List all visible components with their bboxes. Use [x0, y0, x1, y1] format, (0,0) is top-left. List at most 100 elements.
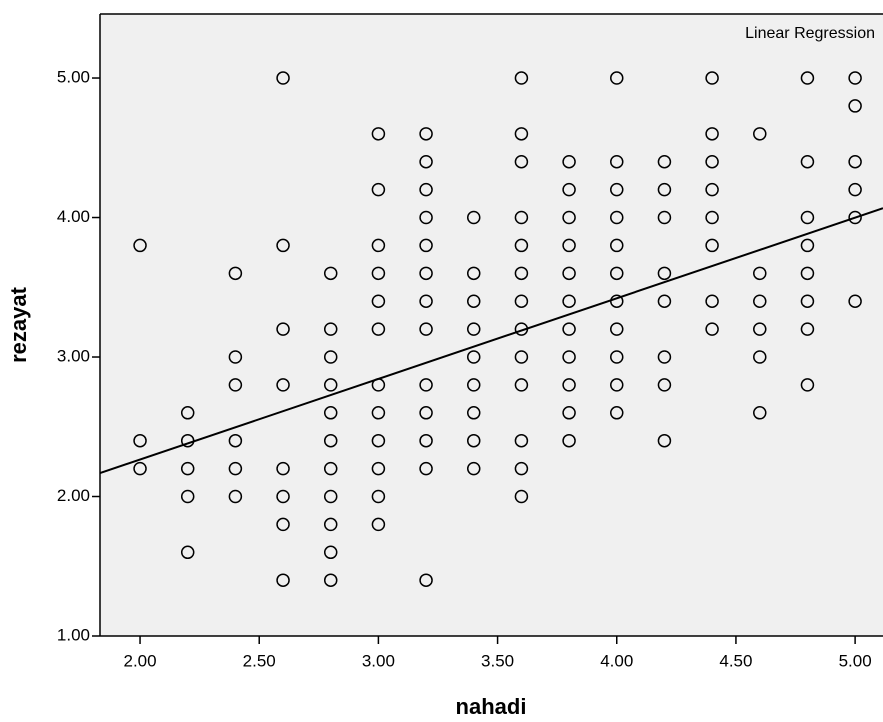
point: [466, 350, 481, 364]
point: [323, 350, 338, 364]
point: [610, 182, 624, 197]
point: [419, 322, 433, 336]
point: [276, 71, 290, 85]
point: [371, 182, 386, 197]
point: [514, 350, 529, 364]
point: [562, 406, 576, 420]
point: [514, 71, 529, 85]
point: [323, 322, 338, 336]
x-tick-label: 5.00: [839, 651, 872, 670]
point: [514, 127, 529, 141]
point: [466, 461, 481, 476]
point: [180, 545, 195, 560]
point: [562, 182, 576, 197]
point: [419, 127, 433, 141]
point: [657, 266, 672, 281]
plot-area: [99, 71, 883, 587]
regression-line: [99, 207, 883, 475]
point: [705, 127, 719, 141]
point: [371, 294, 386, 308]
point: [753, 266, 767, 281]
point: [276, 461, 290, 476]
point: [514, 378, 529, 392]
y-tick-label: 3.00: [57, 346, 90, 365]
x-tick-label: 2.00: [123, 651, 156, 670]
point: [800, 154, 815, 169]
point: [610, 322, 624, 336]
point: [705, 154, 719, 169]
point: [562, 378, 576, 392]
point: [419, 266, 433, 281]
point: [610, 71, 624, 85]
x-tick-label: 3.00: [362, 651, 395, 670]
point: [514, 210, 529, 225]
point: [800, 378, 815, 392]
point: [562, 154, 576, 169]
point: [562, 238, 576, 253]
point: [848, 294, 862, 308]
point: [705, 182, 719, 197]
point: [562, 322, 576, 336]
point: [562, 350, 576, 364]
point: [753, 350, 767, 364]
point: [371, 238, 386, 253]
y-tick-label: 2.00: [57, 486, 90, 505]
point: [562, 433, 576, 448]
point: [848, 182, 862, 197]
point: [753, 294, 767, 308]
y-tick-label: 5.00: [57, 68, 90, 87]
point: [610, 154, 624, 169]
point: [133, 461, 147, 476]
point: [610, 210, 624, 225]
point: [753, 322, 767, 336]
point: [419, 294, 433, 308]
point: [800, 71, 815, 85]
point: [657, 154, 672, 169]
point: [133, 238, 147, 253]
point: [610, 406, 624, 420]
point: [657, 378, 672, 392]
point: [562, 210, 576, 225]
point: [180, 406, 195, 420]
point: [323, 378, 338, 392]
point: [610, 266, 624, 281]
point: [705, 322, 719, 336]
point: [323, 266, 338, 281]
point: [657, 433, 672, 448]
point: [800, 238, 815, 253]
y-tick-label: 4.00: [57, 207, 90, 226]
point: [276, 238, 290, 253]
point: [228, 489, 243, 504]
y-axis-title: rezayat: [6, 286, 31, 363]
x-axis-title: nahadi: [456, 694, 527, 719]
point: [419, 210, 433, 225]
point: [562, 294, 576, 308]
x-tick-label: 4.50: [719, 651, 752, 670]
point: [228, 433, 243, 448]
point: [657, 350, 672, 364]
point: [848, 99, 862, 113]
point: [705, 238, 719, 253]
point: [180, 461, 195, 476]
point: [323, 517, 338, 532]
point: [514, 294, 529, 308]
point: [514, 266, 529, 281]
point: [419, 573, 433, 587]
point: [514, 154, 529, 169]
point: [705, 71, 719, 85]
point: [276, 517, 290, 532]
point: [419, 433, 433, 448]
point: [419, 154, 433, 169]
point: [466, 294, 481, 308]
point: [228, 350, 243, 364]
point: [800, 294, 815, 308]
point: [371, 266, 386, 281]
point: [848, 71, 862, 85]
point: [657, 182, 672, 197]
point: [228, 461, 243, 476]
point: [466, 210, 481, 225]
point: [276, 378, 290, 392]
point: [419, 238, 433, 253]
point: [848, 154, 862, 169]
